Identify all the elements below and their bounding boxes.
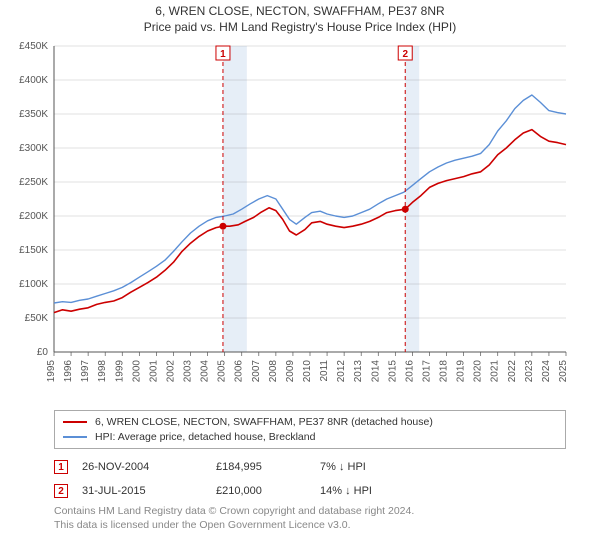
sale-price: £184,995	[216, 461, 306, 473]
sale-pct-vs-hpi: 7% ↓ HPI	[320, 461, 440, 473]
svg-text:£50K: £50K	[25, 313, 49, 324]
svg-text:2001: 2001	[148, 360, 159, 383]
svg-text:1: 1	[220, 49, 226, 60]
sale-row: 1 26-NOV-2004 £184,995 7% ↓ HPI	[54, 455, 566, 479]
svg-text:2019: 2019	[456, 360, 467, 383]
svg-text:2021: 2021	[490, 360, 501, 383]
sale-row: 2 31-JUL-2015 £210,000 14% ↓ HPI	[54, 479, 566, 503]
svg-text:2006: 2006	[234, 360, 245, 383]
svg-text:2017: 2017	[421, 360, 432, 383]
legend: 6, WREN CLOSE, NECTON, SWAFFHAM, PE37 8N…	[54, 410, 566, 449]
svg-text:2011: 2011	[319, 360, 330, 382]
legend-swatch-hpi	[63, 436, 87, 438]
legend-label-hpi: HPI: Average price, detached house, Brec…	[95, 430, 315, 445]
svg-text:£150K: £150K	[19, 245, 48, 256]
svg-text:£250K: £250K	[19, 177, 48, 188]
svg-text:1996: 1996	[63, 360, 74, 383]
svg-text:2002: 2002	[165, 360, 176, 383]
title-line-1: 6, WREN CLOSE, NECTON, SWAFFHAM, PE37 8N…	[0, 4, 600, 18]
svg-text:1999: 1999	[114, 360, 125, 383]
svg-text:2015: 2015	[387, 360, 398, 383]
svg-text:2025: 2025	[558, 360, 569, 383]
svg-text:£200K: £200K	[19, 211, 48, 222]
svg-text:£300K: £300K	[19, 143, 48, 154]
sale-date: 26-NOV-2004	[82, 461, 202, 473]
sale-marker-number: 2	[58, 486, 64, 497]
svg-text:£350K: £350K	[19, 109, 48, 120]
attribution-line-2: This data is licensed under the Open Gov…	[54, 519, 566, 533]
legend-swatch-price-paid	[63, 421, 87, 423]
svg-text:£100K: £100K	[19, 279, 48, 290]
attribution: Contains HM Land Registry data © Crown c…	[54, 505, 566, 532]
svg-text:2009: 2009	[285, 360, 296, 383]
sale-date: 31-JUL-2015	[82, 485, 202, 497]
svg-text:2004: 2004	[200, 360, 211, 383]
svg-text:2024: 2024	[541, 360, 552, 383]
svg-text:2023: 2023	[524, 360, 535, 383]
svg-text:2012: 2012	[336, 360, 347, 383]
svg-text:2014: 2014	[370, 360, 381, 383]
sale-marker-number: 1	[58, 462, 64, 473]
svg-text:2005: 2005	[217, 360, 228, 383]
svg-text:1998: 1998	[97, 360, 108, 383]
svg-text:1997: 1997	[80, 360, 91, 383]
price-chart: £0 £50K £100K £150K £200K £250K £300K £350K £400…	[0, 36, 600, 406]
svg-text:2007: 2007	[251, 360, 262, 383]
svg-text:2000: 2000	[131, 360, 142, 383]
svg-text:2008: 2008	[268, 360, 279, 383]
svg-text:£450K: £450K	[19, 41, 48, 52]
sale-marker-icon: 2	[54, 484, 68, 498]
svg-text:£0: £0	[37, 347, 49, 358]
legend-label-price-paid: 6, WREN CLOSE, NECTON, SWAFFHAM, PE37 8N…	[95, 415, 433, 430]
legend-row-price-paid: 6, WREN CLOSE, NECTON, SWAFFHAM, PE37 8N…	[63, 415, 557, 430]
title-line-2: Price paid vs. HM Land Registry's House …	[0, 20, 600, 34]
sale-price: £210,000	[216, 485, 306, 497]
sale-marker-icon: 1	[54, 460, 68, 474]
svg-text:2010: 2010	[302, 360, 313, 383]
legend-row-hpi: HPI: Average price, detached house, Brec…	[63, 430, 557, 445]
sale-pct-vs-hpi: 14% ↓ HPI	[320, 485, 440, 497]
svg-text:1995: 1995	[46, 360, 57, 383]
svg-text:2016: 2016	[404, 360, 415, 383]
svg-text:£400K: £400K	[19, 75, 48, 86]
sale-events: 1 26-NOV-2004 £184,995 7% ↓ HPI 2 31-JUL…	[54, 455, 566, 503]
svg-text:2018: 2018	[439, 360, 450, 383]
svg-text:2020: 2020	[473, 360, 484, 383]
svg-text:2003: 2003	[183, 360, 194, 383]
svg-text:2: 2	[402, 49, 408, 60]
svg-text:2022: 2022	[507, 360, 518, 383]
attribution-line-1: Contains HM Land Registry data © Crown c…	[54, 505, 566, 519]
svg-text:2013: 2013	[353, 360, 364, 383]
